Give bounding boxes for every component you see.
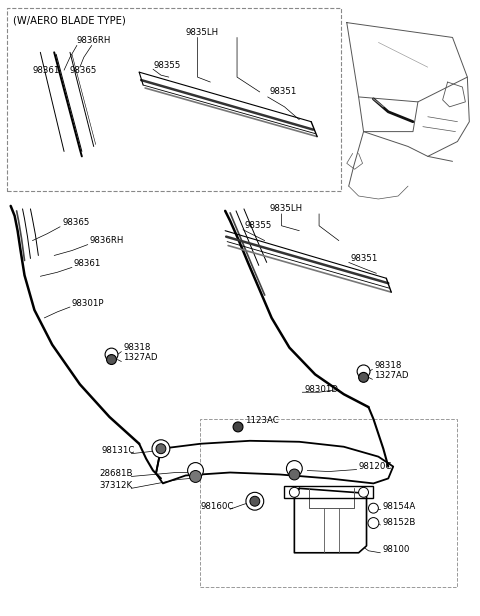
Text: 98152B: 98152B (383, 517, 416, 527)
Text: 98318: 98318 (374, 361, 402, 370)
Text: 37312K: 37312K (100, 481, 133, 490)
Bar (285, 487, 373, 498)
Text: (W/AERO BLADE TYPE): (W/AERO BLADE TYPE) (12, 15, 125, 26)
Circle shape (233, 422, 243, 432)
Circle shape (152, 440, 170, 458)
Circle shape (287, 461, 302, 476)
Text: 98361: 98361 (33, 66, 60, 75)
Bar (7, 8, 341, 191)
Circle shape (368, 517, 379, 529)
Text: 98361: 98361 (74, 259, 101, 268)
Text: 98355: 98355 (245, 221, 272, 230)
Text: 98154A: 98154A (383, 501, 416, 511)
Text: 98100: 98100 (383, 545, 410, 554)
Circle shape (359, 373, 369, 383)
Text: 98365: 98365 (62, 218, 89, 227)
Circle shape (250, 496, 260, 506)
Circle shape (105, 348, 118, 361)
Text: 98160C: 98160C (201, 501, 234, 511)
Text: 98131C: 98131C (102, 446, 135, 455)
Circle shape (107, 355, 117, 365)
Text: 98120C: 98120C (359, 462, 392, 471)
Text: 9836RH: 9836RH (77, 36, 111, 45)
Circle shape (359, 487, 369, 497)
Text: 1327AD: 1327AD (123, 353, 158, 362)
Text: 9835LH: 9835LH (270, 205, 303, 213)
Circle shape (357, 365, 370, 378)
Circle shape (369, 503, 378, 513)
Text: 98301P: 98301P (72, 299, 105, 307)
Text: 1327AD: 1327AD (374, 371, 409, 380)
Circle shape (188, 463, 204, 479)
Text: 28681B: 28681B (100, 469, 133, 478)
Text: 9836RH: 9836RH (90, 236, 124, 245)
Circle shape (190, 471, 202, 482)
Text: 1123AC: 1123AC (245, 416, 279, 426)
Text: 98355: 98355 (153, 61, 180, 70)
Text: 98301D: 98301D (304, 385, 338, 394)
Text: 98365: 98365 (70, 66, 97, 75)
Circle shape (289, 469, 300, 480)
Text: 98351: 98351 (270, 87, 297, 97)
Text: 98318: 98318 (123, 343, 151, 352)
Circle shape (289, 487, 300, 497)
Text: 9835LH: 9835LH (186, 28, 219, 37)
Circle shape (246, 492, 264, 510)
Circle shape (156, 444, 166, 453)
Text: 98351: 98351 (351, 254, 378, 263)
Bar (201, 419, 457, 588)
